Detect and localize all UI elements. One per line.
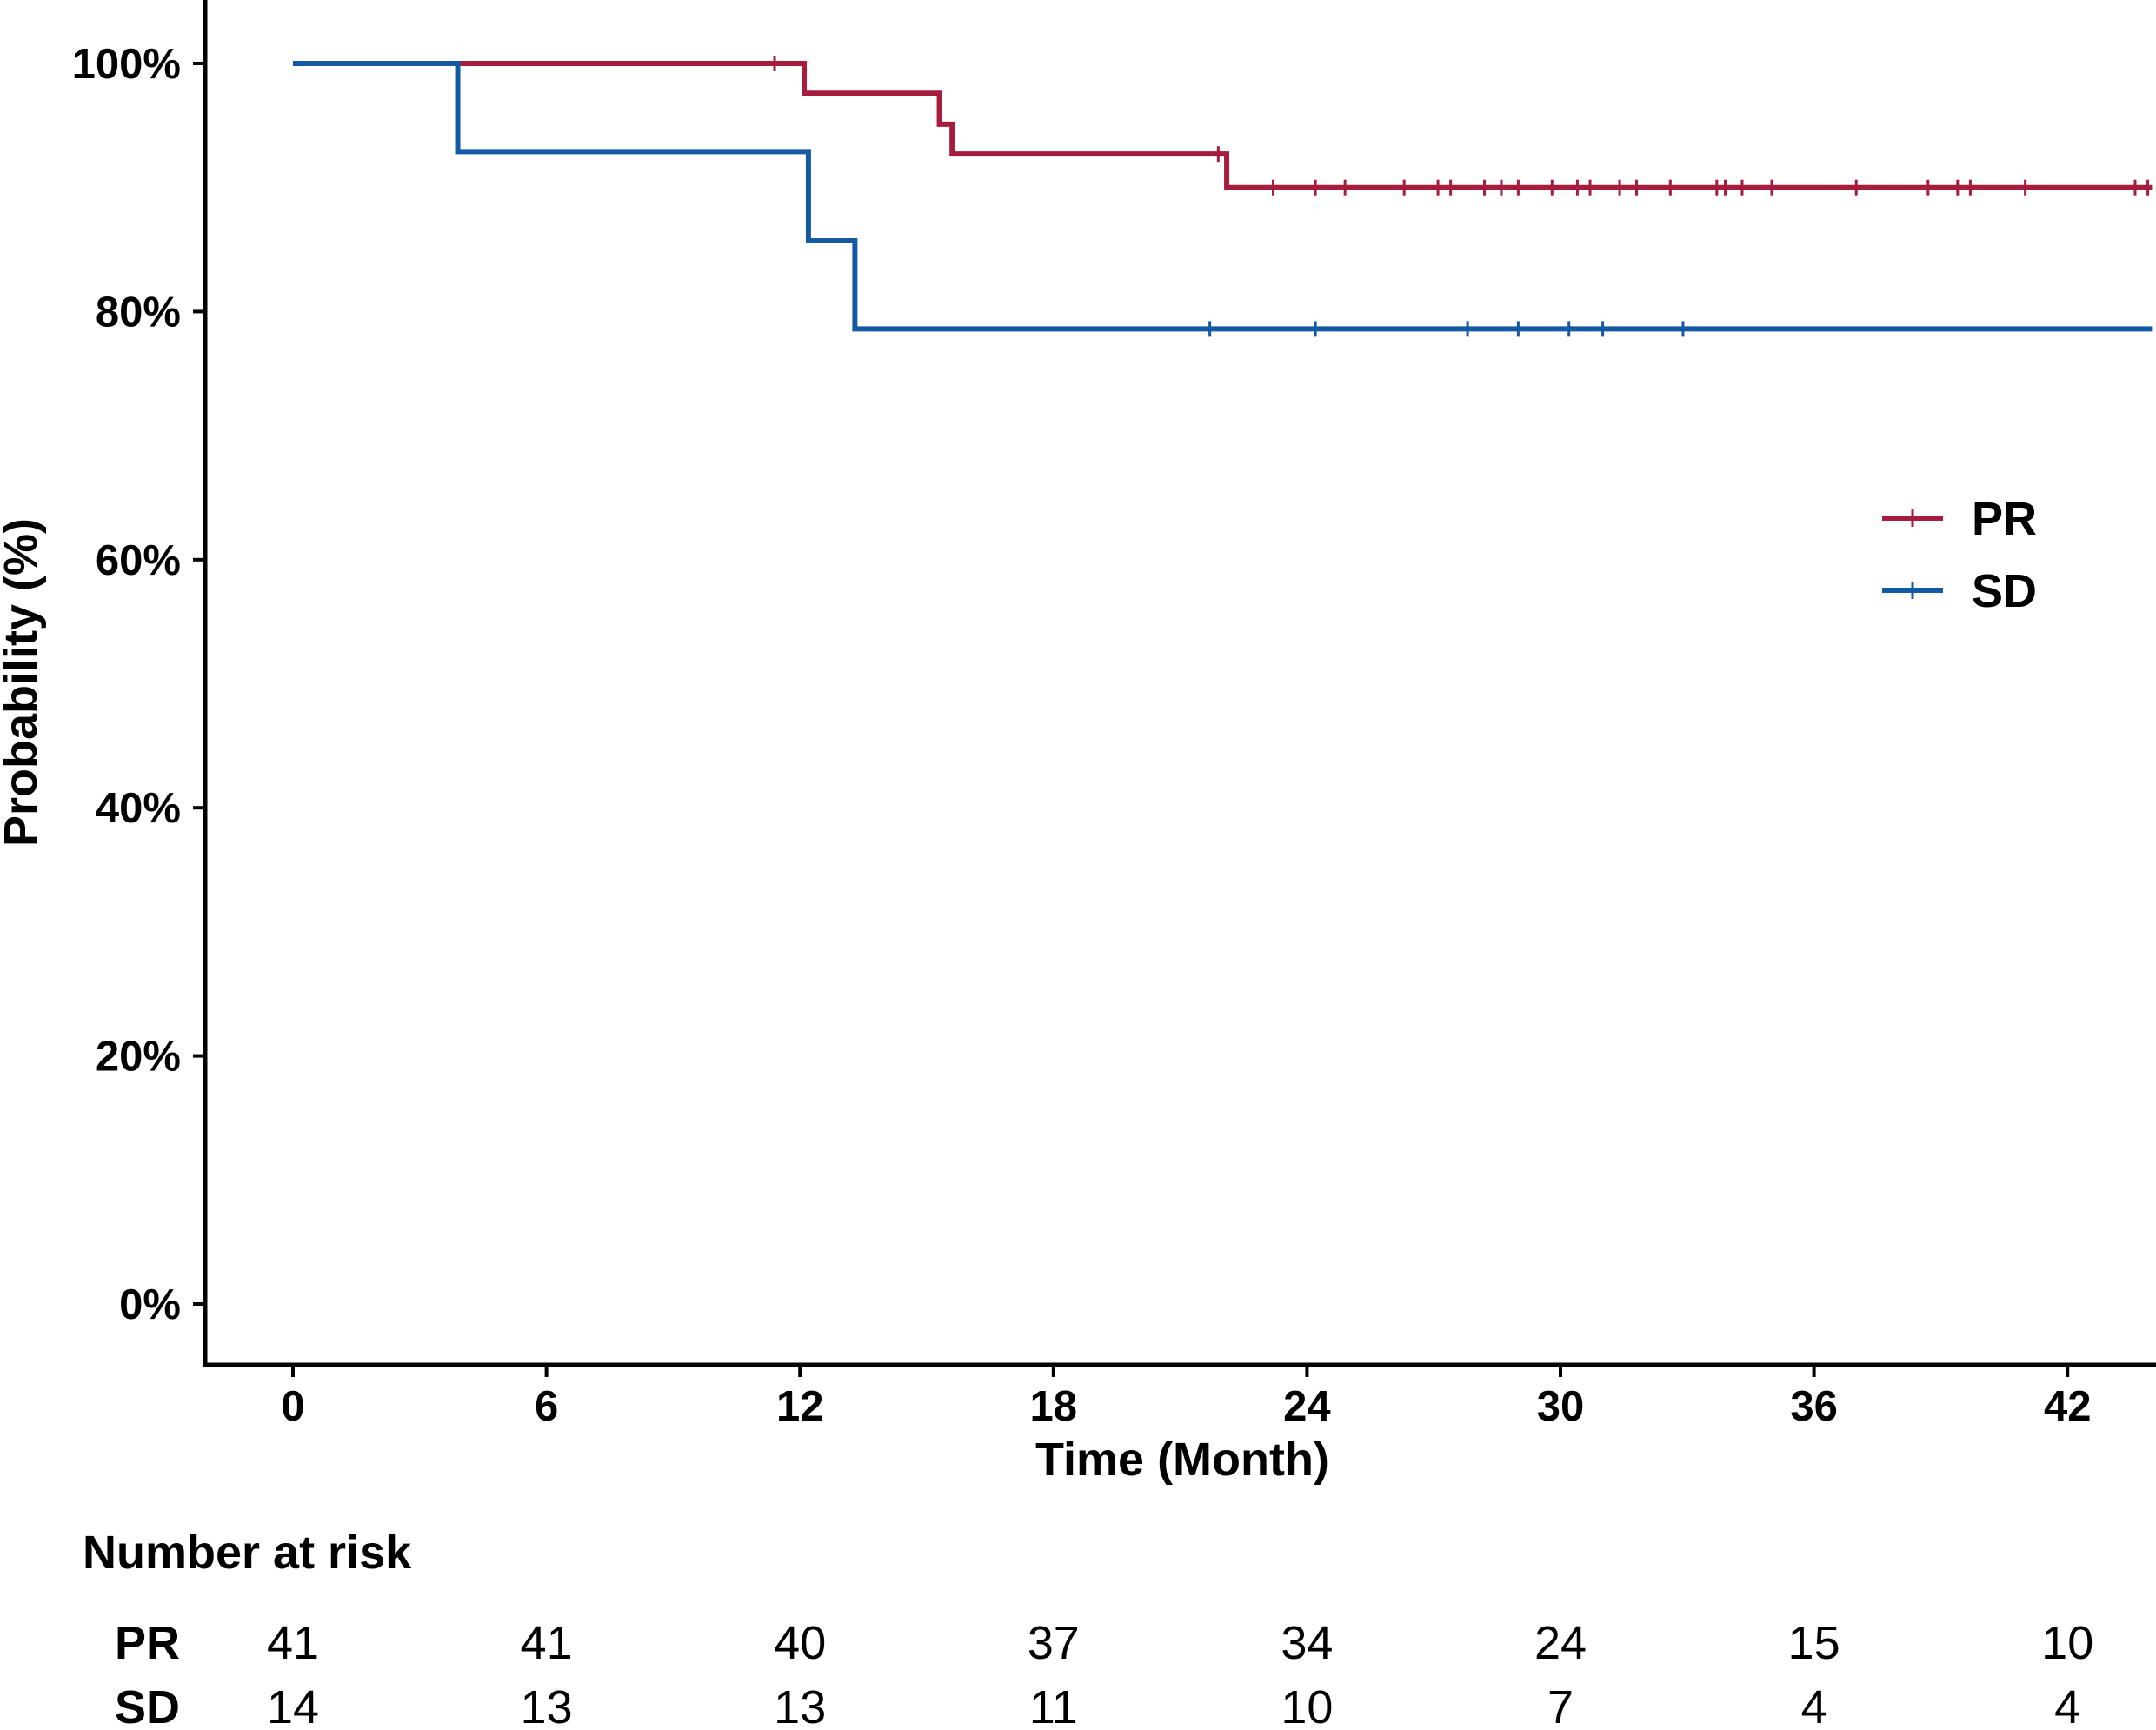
- x-tick-label-42: 42: [2044, 1383, 2092, 1430]
- risk-pr-value-0: 41: [267, 1617, 319, 1669]
- axes: 0% 20% 40% 60% 80% 100% 0 6 12 18 24 30 36 42: [72, 0, 2156, 1430]
- risk-sd-value-0: 14: [267, 1681, 319, 1730]
- risk-sd-value-30: 7: [1547, 1681, 1574, 1730]
- legend-pr-label: PR: [1972, 493, 2037, 545]
- y-axis-title: Probability (%): [0, 518, 47, 847]
- risk-sd-value-42: 4: [2054, 1681, 2080, 1730]
- y-tick-label-60: 60%: [96, 537, 181, 584]
- x-tick-label-30: 30: [1537, 1383, 1585, 1430]
- x-tick-label-0: 0: [281, 1383, 304, 1430]
- x-axis-title: Time (Month): [1035, 1434, 1329, 1486]
- x-tick-label-24: 24: [1283, 1383, 1331, 1430]
- risk-table: PR 41 41 40 37 34 24 15 10 SD 14 13 13 11 10 7 4 4: [115, 1617, 2093, 1730]
- y-tick-label-40: 40%: [96, 785, 181, 832]
- y-tick-label-20: 20%: [96, 1034, 181, 1081]
- risk-pr-value-6: 41: [521, 1617, 573, 1669]
- series-layer: [293, 56, 2153, 337]
- risk-pr-value-42: 10: [2041, 1617, 2093, 1669]
- risk-table-title: Number at risk: [83, 1527, 412, 1579]
- risk-sd-value-12: 13: [774, 1681, 826, 1730]
- y-tick-label-0: 0%: [119, 1281, 181, 1328]
- legend: PR SD: [1882, 493, 2037, 617]
- risk-row-pr-name: PR: [115, 1617, 180, 1669]
- y-tick-label-80: 80%: [96, 289, 181, 336]
- x-tick-label-6: 6: [535, 1383, 558, 1430]
- risk-sd-value-24: 10: [1281, 1681, 1333, 1730]
- series-sd-curve: [293, 61, 2153, 332]
- risk-sd-value-6: 13: [521, 1681, 573, 1730]
- risk-pr-value-12: 40: [774, 1617, 826, 1669]
- risk-pr-value-36: 15: [1788, 1617, 1840, 1669]
- x-tick-label-12: 12: [776, 1383, 824, 1430]
- risk-pr-value-18: 37: [1028, 1617, 1080, 1669]
- y-tick-label-100: 100%: [72, 41, 181, 88]
- risk-pr-value-24: 34: [1281, 1617, 1333, 1669]
- x-tick-label-18: 18: [1030, 1383, 1078, 1430]
- series-pr-curve: [293, 61, 2153, 190]
- risk-sd-value-36: 4: [1801, 1681, 1827, 1730]
- risk-row-sd-name: SD: [115, 1681, 180, 1730]
- legend-sd-label: SD: [1972, 565, 2037, 617]
- risk-pr-value-30: 24: [1534, 1617, 1587, 1669]
- risk-sd-value-18: 11: [1029, 1681, 1078, 1730]
- x-tick-label-36: 36: [1790, 1383, 1838, 1430]
